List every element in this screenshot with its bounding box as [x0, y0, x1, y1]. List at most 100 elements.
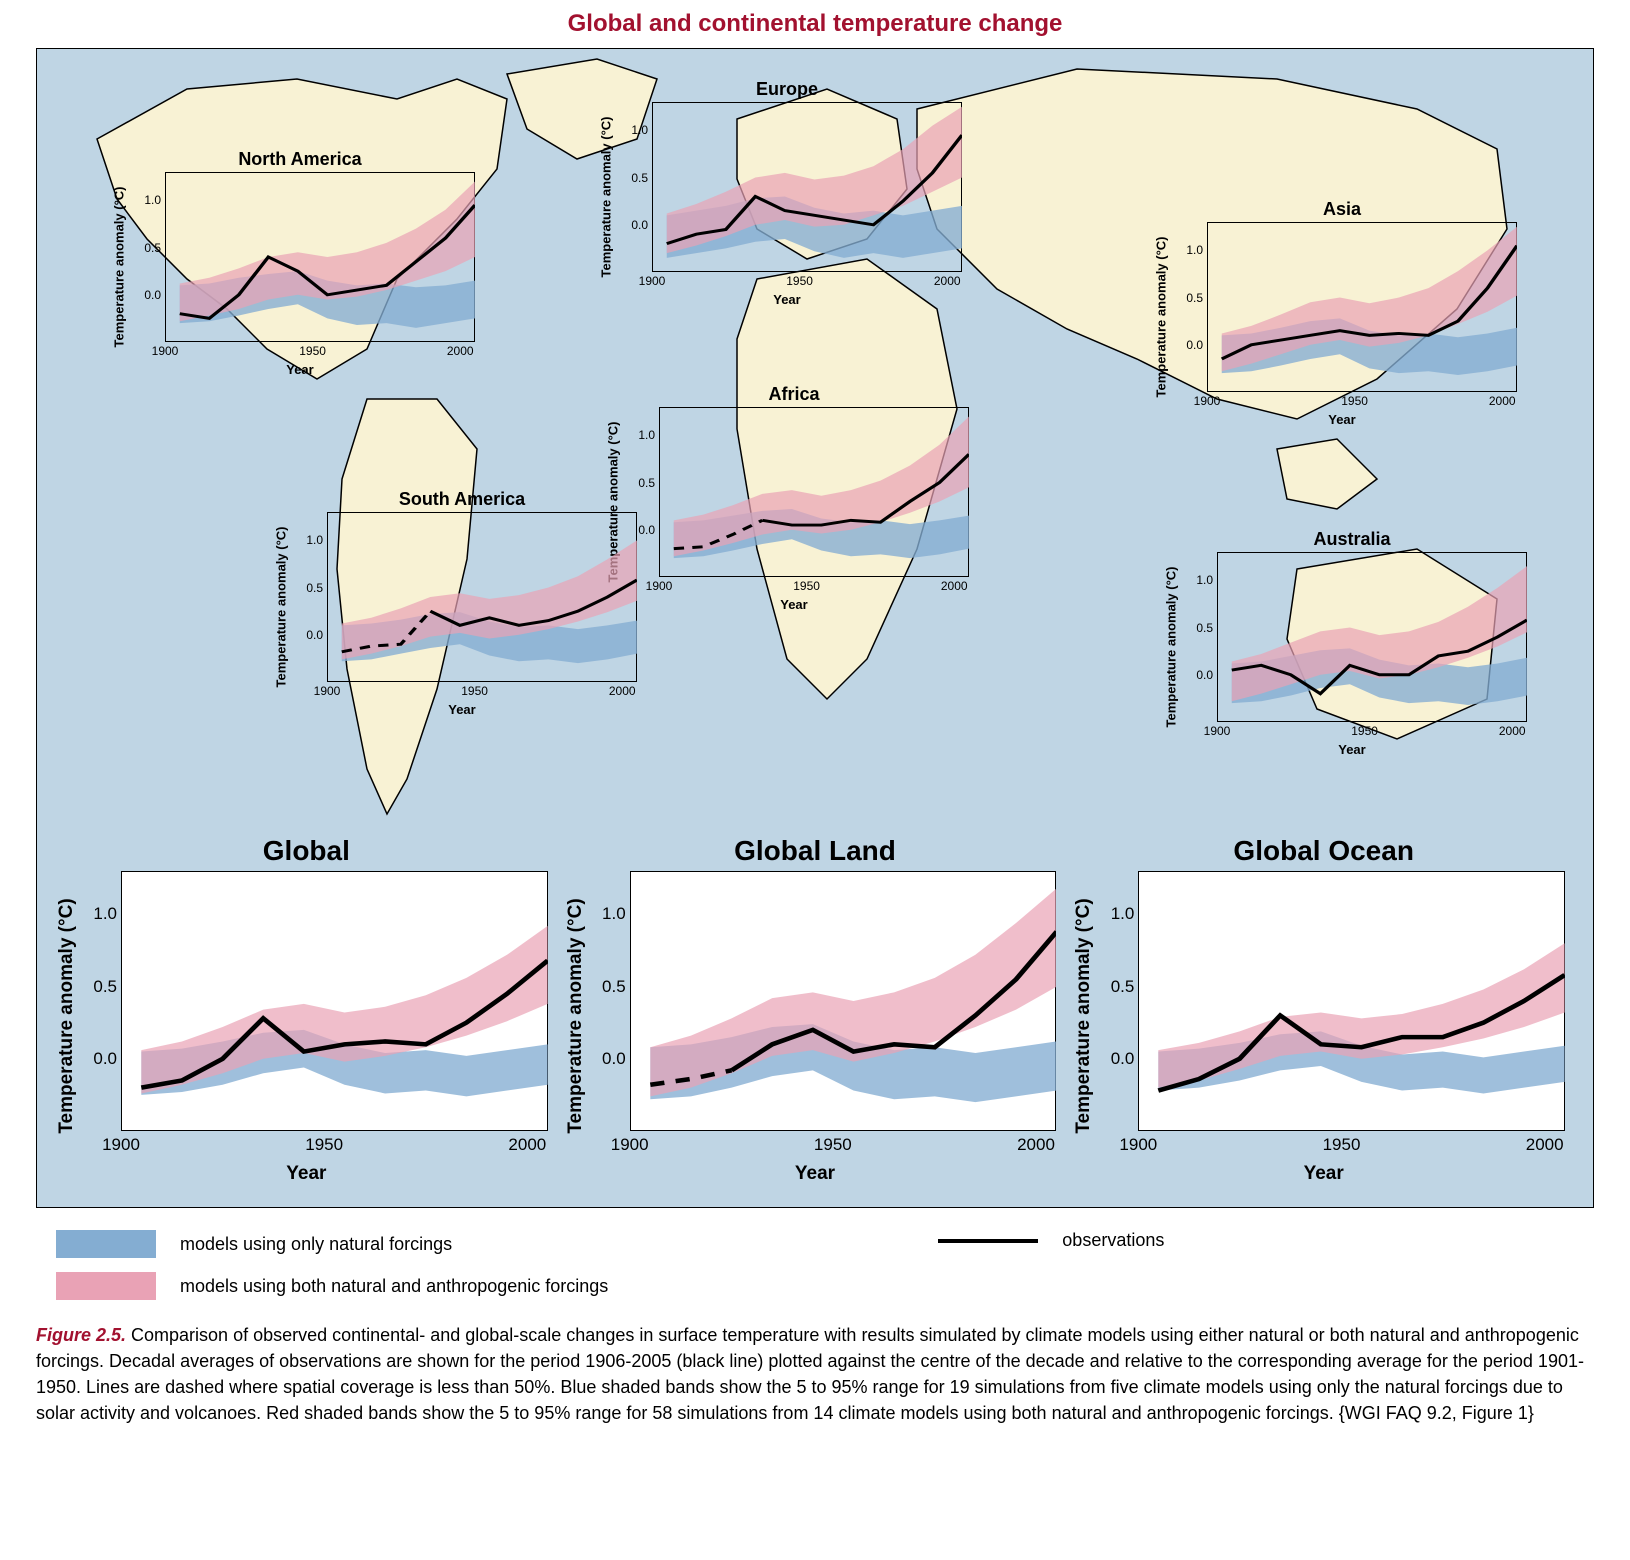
- legend-item-natural: models using only natural forcings: [56, 1230, 608, 1258]
- x-tick: 1950: [305, 1135, 343, 1155]
- panel-africa: AfricaTemperature anomaly (°C)0.00.51.01…: [619, 384, 969, 612]
- x-tick: 2000: [1017, 1135, 1055, 1155]
- y-tick: 0.5: [306, 581, 323, 595]
- series-svg: [121, 871, 548, 1131]
- y-tick: 0.0: [1111, 1049, 1135, 1069]
- y-tick: 1.0: [1186, 243, 1203, 257]
- panel-title: Europe: [612, 79, 962, 100]
- x-tick: 1900: [646, 579, 673, 593]
- series-svg: [1138, 871, 1565, 1131]
- x-tick: 1900: [314, 684, 341, 698]
- panel-title: North America: [125, 149, 475, 170]
- series-svg: [1207, 222, 1517, 392]
- x-tick: 2000: [1499, 724, 1526, 738]
- figure-caption: Figure 2.5. Comparison of observed conti…: [36, 1322, 1594, 1426]
- x-tick: 1900: [1119, 1135, 1157, 1155]
- pink-swatch: [56, 1272, 156, 1300]
- y-tick: 1.0: [93, 904, 117, 924]
- y-tick: 0.5: [602, 977, 626, 997]
- x-tick: 2000: [508, 1135, 546, 1155]
- x-axis-label: Year: [619, 597, 969, 612]
- y-tick: 1.0: [144, 193, 161, 207]
- x-tick: 2000: [941, 579, 968, 593]
- panel-title: Asia: [1167, 199, 1517, 220]
- series-svg: [165, 172, 475, 342]
- x-tick: 1950: [814, 1135, 852, 1155]
- world-map-panel: North AmericaTemperature anomaly (°C)0.0…: [36, 48, 1594, 1208]
- panel-title: South America: [287, 489, 637, 510]
- y-tick: 0.0: [638, 523, 655, 537]
- panel-south_america: South AmericaTemperature anomaly (°C)0.0…: [287, 489, 637, 717]
- x-axis-label: Year: [1177, 742, 1527, 757]
- panel-australia: AustraliaTemperature anomaly (°C)0.00.51…: [1177, 529, 1527, 757]
- y-tick: 0.5: [144, 241, 161, 255]
- x-tick: 1950: [1351, 724, 1378, 738]
- y-tick: 0.0: [1186, 338, 1203, 352]
- y-tick: 1.0: [1111, 904, 1135, 924]
- x-axis-label: Year: [612, 292, 962, 307]
- obs-swatch: [938, 1239, 1038, 1243]
- y-tick: 0.0: [93, 1049, 117, 1069]
- y-tick: 0.5: [631, 171, 648, 185]
- series-svg: [327, 512, 637, 682]
- panel-title: Global Ocean: [1082, 835, 1565, 867]
- y-tick: 1.0: [602, 904, 626, 924]
- legend-item-obs: observations: [938, 1230, 1164, 1251]
- y-tick: 0.0: [306, 628, 323, 642]
- legend-label-anthro: models using both natural and anthropoge…: [180, 1276, 608, 1297]
- x-tick: 2000: [609, 684, 636, 698]
- y-tick: 0.0: [1196, 668, 1213, 682]
- y-tick: 0.5: [1111, 977, 1135, 997]
- x-axis-label: Year: [287, 702, 637, 717]
- y-tick: 0.0: [144, 288, 161, 302]
- x-tick: 2000: [447, 344, 474, 358]
- x-tick: 1900: [639, 274, 666, 288]
- legend-item-anthro: models using both natural and anthropoge…: [56, 1272, 608, 1300]
- panel-north_america: North AmericaTemperature anomaly (°C)0.0…: [125, 149, 475, 377]
- figure-title: Global and continental temperature chang…: [36, 10, 1594, 38]
- series-svg: [652, 102, 962, 272]
- panel-title: Africa: [619, 384, 969, 405]
- x-tick: 1900: [1194, 394, 1221, 408]
- y-tick: 0.5: [93, 977, 117, 997]
- x-tick: 1950: [1341, 394, 1368, 408]
- series-svg: [659, 407, 969, 577]
- panel-global_ocean: Global OceanTemperature anomaly (°C)0.00…: [1082, 835, 1565, 1185]
- caption-text: Comparison of observed continental- and …: [36, 1325, 1584, 1423]
- x-tick: 1950: [461, 684, 488, 698]
- x-tick: 1900: [102, 1135, 140, 1155]
- panel-title: Global: [65, 835, 548, 867]
- x-axis-label: Year: [1167, 412, 1517, 427]
- series-svg: [630, 871, 1057, 1131]
- panel-global: GlobalTemperature anomaly (°C)0.00.51.01…: [65, 835, 548, 1185]
- y-tick: 0.5: [1196, 621, 1213, 635]
- figure-label: Figure 2.5.: [36, 1325, 126, 1345]
- y-tick: 1.0: [638, 428, 655, 442]
- y-tick: 0.0: [631, 218, 648, 232]
- x-tick: 1950: [793, 579, 820, 593]
- x-tick: 2000: [934, 274, 961, 288]
- y-tick: 0.5: [638, 476, 655, 490]
- x-axis-label: Year: [125, 362, 475, 377]
- y-tick: 1.0: [1196, 573, 1213, 587]
- x-axis-label: Year: [65, 1163, 548, 1185]
- x-axis-label: Year: [574, 1163, 1057, 1185]
- panel-title: Global Land: [574, 835, 1057, 867]
- blue-swatch: [56, 1230, 156, 1258]
- panel-europe: EuropeTemperature anomaly (°C)0.00.51.01…: [612, 79, 962, 307]
- panel-global_land: Global LandTemperature anomaly (°C)0.00.…: [574, 835, 1057, 1185]
- y-tick: 1.0: [306, 533, 323, 547]
- x-axis-label: Year: [1082, 1163, 1565, 1185]
- legend: models using only natural forcings model…: [56, 1230, 1594, 1300]
- x-tick: 1900: [1204, 724, 1231, 738]
- legend-label-natural: models using only natural forcings: [180, 1234, 452, 1255]
- legend-label-obs: observations: [1062, 1230, 1164, 1251]
- panel-asia: AsiaTemperature anomaly (°C)0.00.51.0190…: [1167, 199, 1517, 427]
- y-tick: 0.5: [1186, 291, 1203, 305]
- x-tick: 1900: [611, 1135, 649, 1155]
- x-tick: 1900: [152, 344, 179, 358]
- x-tick: 1950: [786, 274, 813, 288]
- x-tick: 2000: [1489, 394, 1516, 408]
- x-tick: 2000: [1526, 1135, 1564, 1155]
- x-tick: 1950: [299, 344, 326, 358]
